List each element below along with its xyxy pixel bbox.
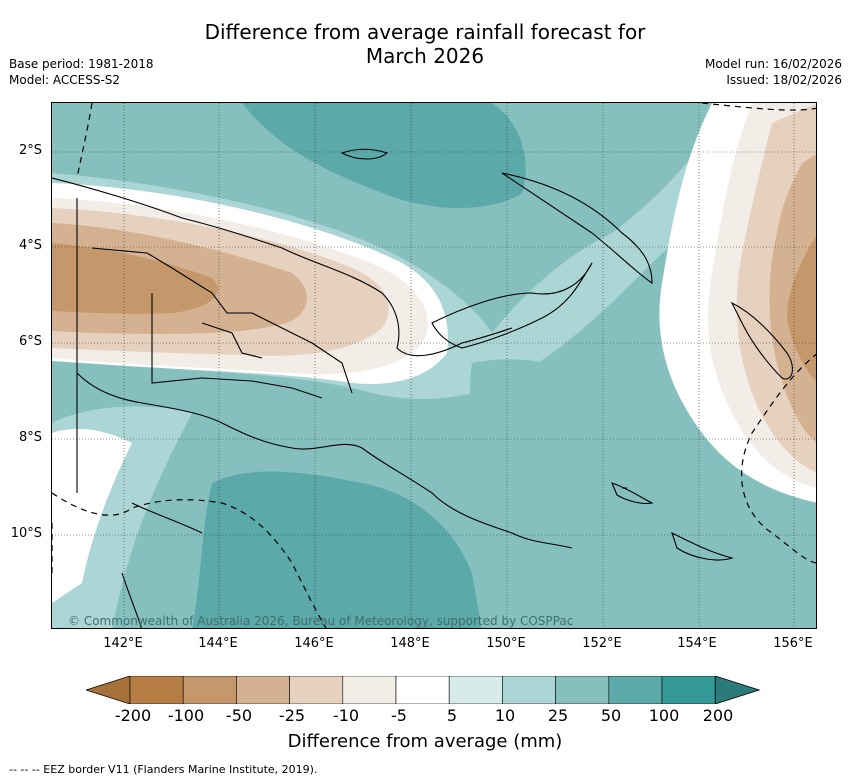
lat-label: 8°S <box>18 430 42 445</box>
colorbar-tick-label: 100 <box>648 706 680 725</box>
colorbar <box>86 676 761 704</box>
lon-label: 146°E <box>294 636 334 651</box>
lon-label: 156°E <box>773 636 813 651</box>
colorbar-segment <box>236 676 290 704</box>
teal-zone-south <box>192 471 482 628</box>
lat-label: 10°S <box>10 526 42 541</box>
colorbar-segment <box>661 676 716 704</box>
lon-label: 142°E <box>103 636 143 651</box>
map-title: Difference from average rainfall forecas… <box>0 20 850 68</box>
lon-label: 154°E <box>677 636 717 651</box>
lat-label: 2°S <box>18 143 42 158</box>
colorbar-arrow-high <box>714 676 761 704</box>
model-run-date: Model run: 16/02/2026 <box>704 57 842 71</box>
colorbar-segment <box>129 676 184 704</box>
base-period: Base period: 1981-2018 <box>9 57 154 71</box>
copyright-notice: © Commonwealth of Australia 2026, Bureau… <box>68 614 574 628</box>
colorbar-tick-label: 10 <box>494 706 516 725</box>
colorbar-segment <box>289 676 344 704</box>
eez-legend: -- -- -- EEZ border V11 (Flanders Marine… <box>9 763 318 776</box>
dry-zone-west-peak <box>52 243 218 314</box>
colorbar-tick-label: -200 <box>114 706 152 725</box>
colorbar-tick-label: -50 <box>225 706 253 725</box>
neutral-southwest <box>52 428 132 603</box>
lon-label: 150°E <box>486 636 526 651</box>
colorbar-tick-label: 25 <box>547 706 569 725</box>
eez-borders <box>52 103 816 628</box>
lat-label: 6°S <box>18 334 42 349</box>
colorbar-segment <box>555 676 610 704</box>
rainfall-map <box>51 102 817 629</box>
lon-label: 148°E <box>390 636 430 651</box>
colorbar-tick-label: 200 <box>702 706 734 725</box>
colorbar-tick-label: -100 <box>167 706 205 725</box>
colorbar-segment <box>502 676 556 704</box>
colorbar-tick-label: 50 <box>600 706 622 725</box>
colorbar-segment <box>448 676 503 704</box>
teal-zone-east-sea <box>470 359 646 518</box>
colorbar-segment <box>182 676 237 704</box>
model-info: Base period: 1981-2018 Model: ACCESS-S2 <box>9 56 154 88</box>
gridlines <box>52 103 816 628</box>
colorbar-tick-label: -25 <box>278 706 306 725</box>
colorbar-arrow-low <box>86 676 131 704</box>
colorbar-segment <box>395 676 450 704</box>
map-canvas <box>52 103 816 628</box>
colorbar-title: Difference from average (mm) <box>287 731 563 752</box>
lon-label: 144°E <box>198 636 238 651</box>
colorbar-segment <box>342 676 397 704</box>
issued-date: Issued: 18/02/2026 <box>726 73 842 87</box>
lat-label: 4°S <box>18 238 42 253</box>
title-line-1: Difference from average rainfall forecas… <box>204 20 646 44</box>
colorbar-tick-label: 5 <box>446 706 458 725</box>
dry-zone-east-peak <box>787 236 816 381</box>
colorbar-tick-label: -5 <box>391 706 407 725</box>
colorbar-tick-label: -10 <box>332 706 360 725</box>
model-name: Model: ACCESS-S2 <box>9 73 121 87</box>
title-line-2: March 2026 <box>365 44 485 68</box>
run-info: Model run: 16/02/2026 Issued: 18/02/2026 <box>705 56 842 88</box>
colorbar-segment <box>608 676 663 704</box>
lon-label: 152°E <box>582 636 622 651</box>
